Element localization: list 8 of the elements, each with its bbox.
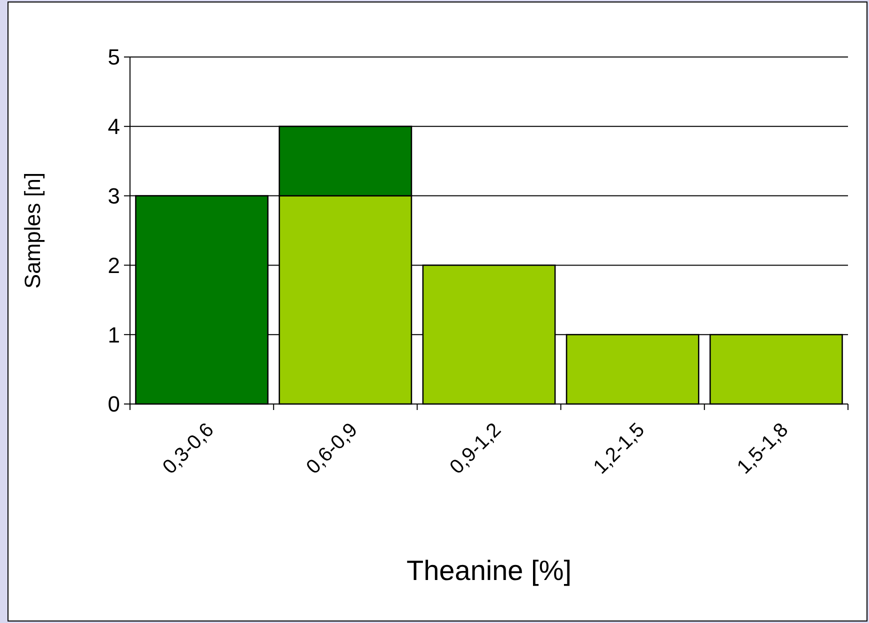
- y-tick-label: 2: [108, 252, 120, 278]
- y-tick-label: 5: [108, 44, 120, 70]
- x-axis-title: Theanine [%]: [406, 555, 572, 586]
- y-tick-label: 1: [108, 322, 120, 348]
- y-tick-label: 0: [108, 392, 120, 417]
- y-tick-label: 3: [108, 184, 120, 208]
- y-axis-title: Samples [n]: [20, 172, 45, 289]
- y-tick-label: 4: [108, 114, 120, 140]
